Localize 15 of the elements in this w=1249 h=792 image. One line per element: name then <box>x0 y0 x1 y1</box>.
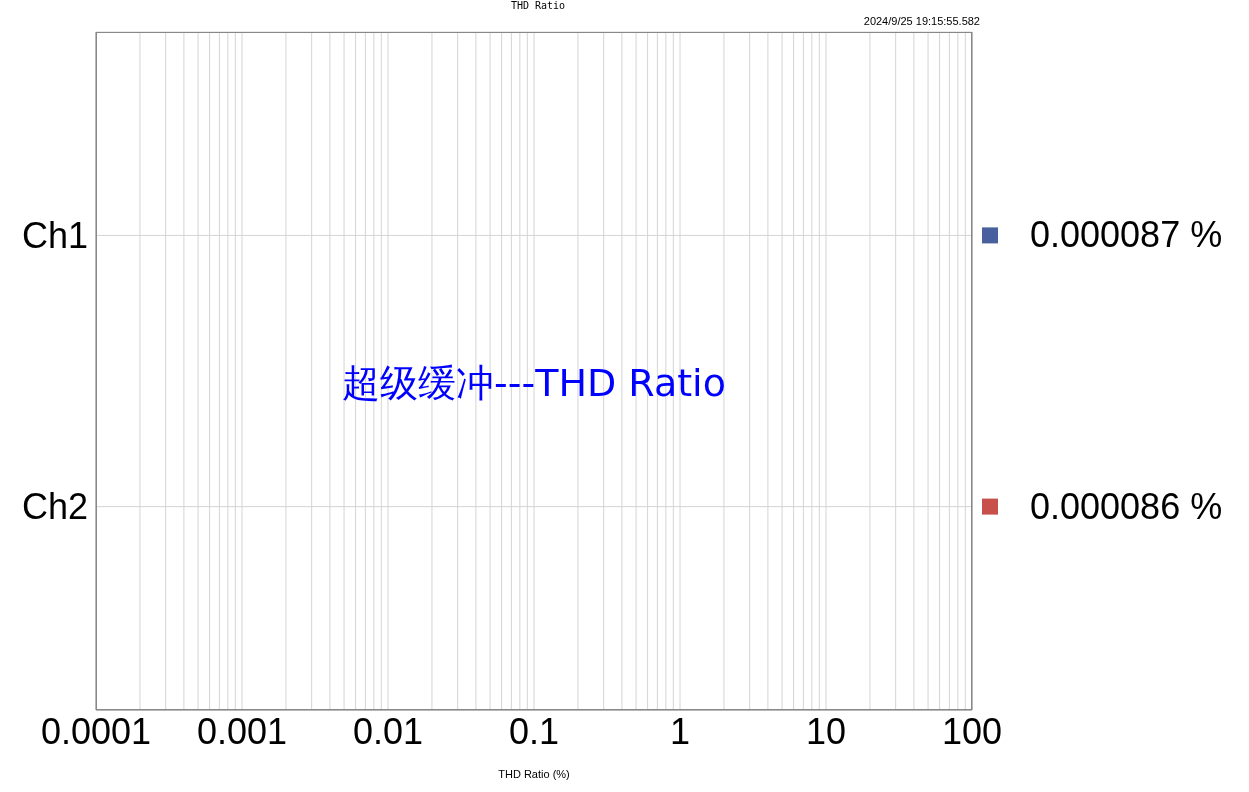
text: 0.000087 % <box>1030 214 1223 256</box>
x-tick-label: 1 <box>669 710 691 752</box>
x-tick-label: 0.0001 <box>40 710 152 752</box>
chart-title: THD Ratio <box>509 0 567 11</box>
y-tick-label: Ch2 <box>21 486 88 528</box>
text: 0.000086 % <box>1030 485 1223 527</box>
x-axis-title: THD Ratio (%) <box>497 768 571 780</box>
text: 2024/9/25 19:15:55.582 <box>862 15 980 27</box>
x-tick-label: 10 <box>805 710 847 752</box>
annotation: 超级缓冲---THD Ratio <box>341 360 727 407</box>
x-tick-label: 0.001 <box>196 710 288 752</box>
x-tick-label: 0.01 <box>352 710 424 752</box>
x-tick-label: 100 <box>941 710 1003 752</box>
y-tick-label: Ch1 <box>21 215 88 257</box>
x-tick-label: 0.1 <box>508 710 560 752</box>
